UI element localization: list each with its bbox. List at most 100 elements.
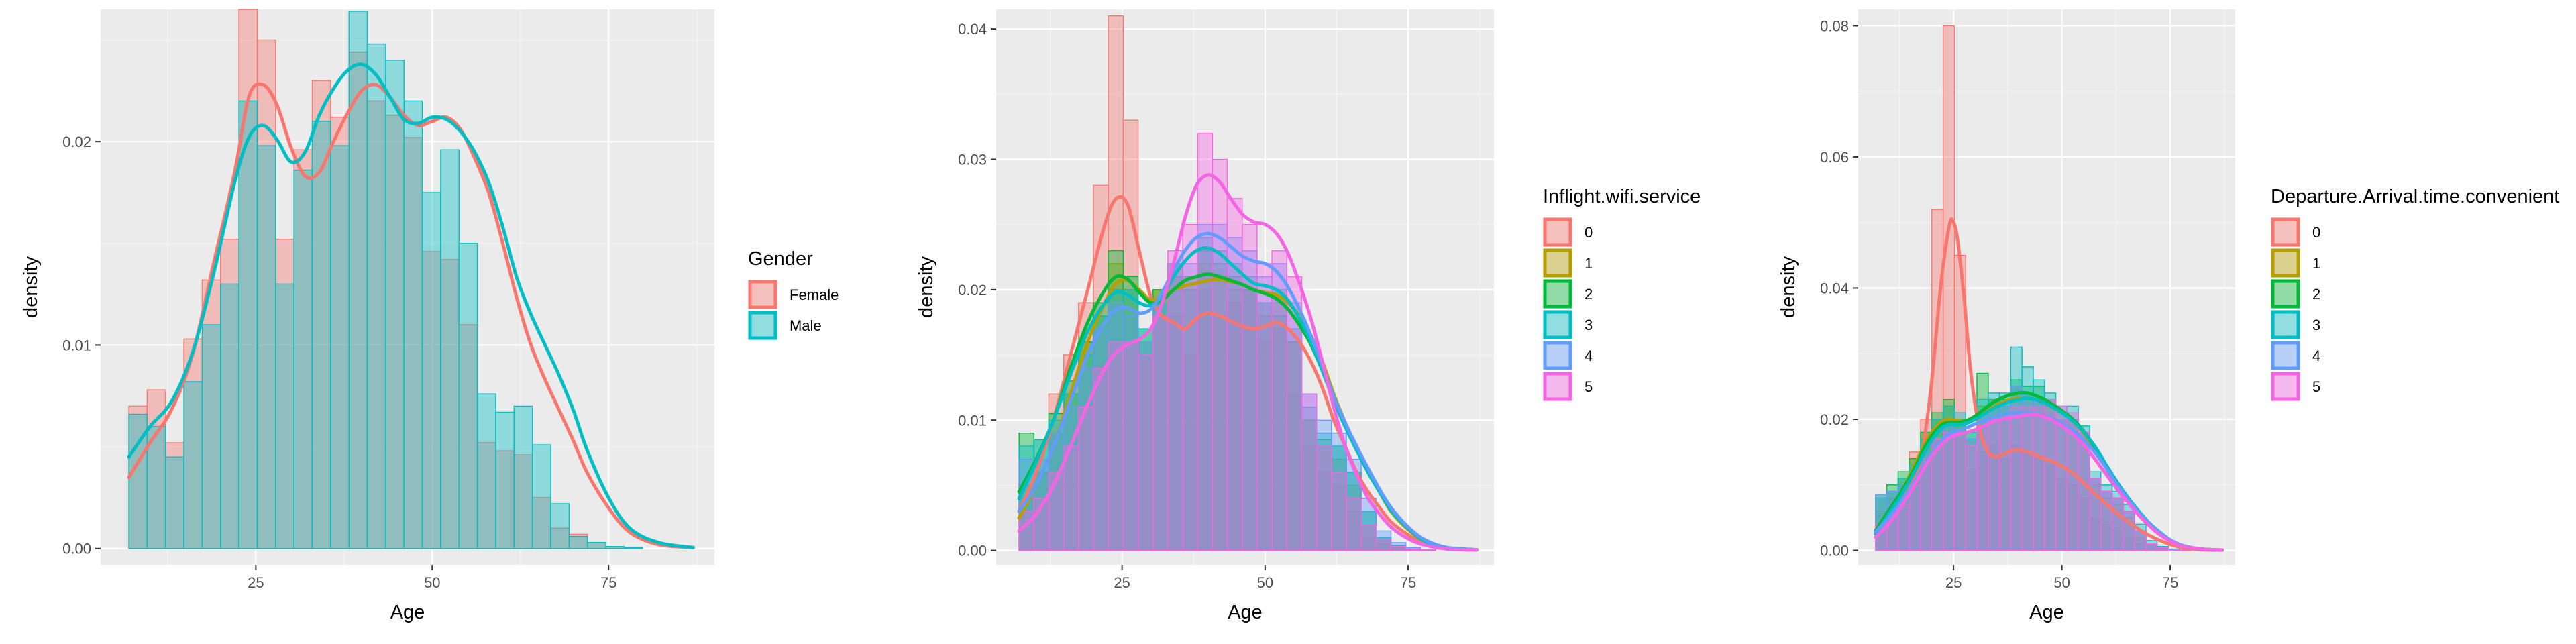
histogram-bar — [2123, 511, 2135, 551]
plot-panel-background — [101, 9, 714, 565]
histogram-bar — [1346, 498, 1362, 551]
legend-key-swatch — [2271, 217, 2300, 247]
histogram-bar — [403, 100, 423, 549]
histogram-bar — [1182, 224, 1198, 551]
x-tick-label: 50 — [2053, 574, 2070, 591]
density-curves — [127, 62, 695, 549]
histogram-bar — [568, 535, 588, 549]
histogram-bar — [1360, 524, 1377, 551]
histogram-bar — [330, 145, 350, 549]
histogram-bars — [1875, 25, 2192, 551]
x-tick-label: 75 — [1400, 574, 1416, 591]
x-tick-label: 50 — [1257, 574, 1273, 591]
y-tick-label: 0.08 — [1820, 17, 1849, 34]
histogram-panel-1: 0.00 0.01 0.02 25 50 75 Age density Gender Female… — [20, 9, 839, 623]
histogram-bar — [1242, 224, 1258, 551]
histogram-bar — [256, 145, 276, 549]
histogram-bar — [440, 149, 460, 549]
legend: Gender Female Male — [748, 248, 839, 340]
density-curves — [1874, 217, 2224, 552]
histogram-bar — [1998, 419, 2012, 551]
legend-key-swatch — [2271, 341, 2300, 370]
histogram-bar — [183, 381, 203, 549]
y-tick-label: 0.01 — [958, 412, 987, 429]
legend-key-swatch — [2271, 279, 2300, 309]
y-tick-label: 0.00 — [62, 541, 91, 557]
histogram-bar — [476, 393, 496, 549]
histogram-bar — [2167, 549, 2181, 551]
histogram-bar — [1167, 250, 1183, 551]
legend-key-background — [1543, 248, 1572, 278]
histogram-bar — [1953, 431, 1966, 551]
histogram-bar — [275, 283, 294, 549]
y-axis-title: density — [1778, 256, 1799, 318]
legend-title: Departure.Arrival.time.convenient — [2271, 186, 2559, 207]
legend-key-swatch — [2271, 372, 2300, 401]
histogram-bar — [623, 547, 643, 549]
histogram-bar — [421, 192, 441, 549]
histogram-bar — [2021, 405, 2034, 551]
y-tick-label: 0.00 — [1820, 542, 1849, 559]
histogram-bar — [311, 121, 331, 549]
legend-key-background — [1543, 310, 1572, 339]
histogram-bar — [1909, 484, 1921, 551]
histogram-bar — [440, 259, 460, 549]
legend-key-swatch — [748, 311, 777, 340]
legend-key-swatch — [1543, 217, 1572, 247]
legend-label: 0 — [2312, 224, 2320, 241]
histogram-bar — [385, 60, 405, 549]
legend-label: 1 — [1585, 255, 1593, 272]
histogram-bar — [1965, 445, 1978, 551]
legend-key-background — [2271, 372, 2300, 401]
x-axis-title: Age — [390, 602, 425, 623]
legend-title: Gender — [748, 248, 813, 270]
histogram-bar — [146, 426, 166, 549]
legend-label: 3 — [1585, 317, 1593, 333]
histogram-bar — [458, 243, 478, 549]
histogram-bar — [238, 100, 258, 549]
histogram-bar — [1137, 354, 1154, 551]
histogram-bar — [605, 546, 625, 549]
legend-key-background — [2271, 310, 2300, 339]
histogram-bar — [2111, 497, 2125, 551]
legend-key-background — [748, 311, 777, 340]
histogram-bar — [476, 442, 496, 549]
histogram-bar — [1212, 158, 1228, 551]
histogram-bar — [1152, 315, 1169, 551]
bar-series-5 — [1018, 132, 1436, 551]
legend-key-background — [1543, 341, 1572, 370]
legend-title: Inflight.wifi.service — [1543, 186, 1701, 207]
legend-key-swatch — [1543, 341, 1572, 370]
histogram-bar — [165, 456, 184, 549]
x-axis-title: Age — [1228, 602, 1263, 623]
y-tick-label: 0.06 — [1820, 149, 1849, 166]
histogram-bar — [1942, 431, 1955, 551]
histogram-bar — [2033, 405, 2045, 551]
legend-key-background — [1543, 372, 1572, 401]
histogram-bar — [495, 411, 515, 549]
histogram-bar — [1122, 341, 1139, 551]
histogram-bar — [1988, 419, 2000, 551]
histogram-bar — [330, 117, 350, 549]
histogram-bar — [495, 450, 515, 549]
histogram-bar — [2157, 547, 2169, 551]
legend-label: 5 — [1585, 378, 1593, 395]
y-axis-title: density — [20, 256, 42, 318]
legend-key-background — [2271, 279, 2300, 309]
histogram-bar — [385, 115, 405, 549]
histogram-bar — [550, 503, 570, 549]
legend-label: 1 — [2312, 255, 2320, 272]
y-tick-label: 0.02 — [1820, 411, 1849, 428]
histogram-bar — [2010, 405, 2023, 551]
bar-series-4 — [1018, 224, 1436, 551]
histogram-bar — [1063, 445, 1079, 551]
y-axis-title: density — [916, 256, 937, 318]
legend-key-swatch — [2271, 248, 2300, 278]
density-curve-0 — [1017, 195, 1479, 552]
histogram-bar — [201, 324, 221, 549]
histogram-bar — [220, 283, 239, 549]
histogram-bar — [1078, 407, 1094, 551]
histogram-bar — [513, 405, 533, 549]
